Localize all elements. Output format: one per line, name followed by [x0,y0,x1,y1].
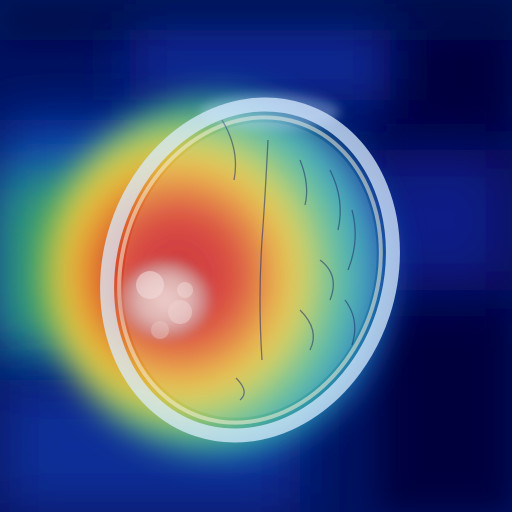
lesion [119,260,211,340]
rim-glow [200,94,340,130]
top-band [130,30,390,100]
